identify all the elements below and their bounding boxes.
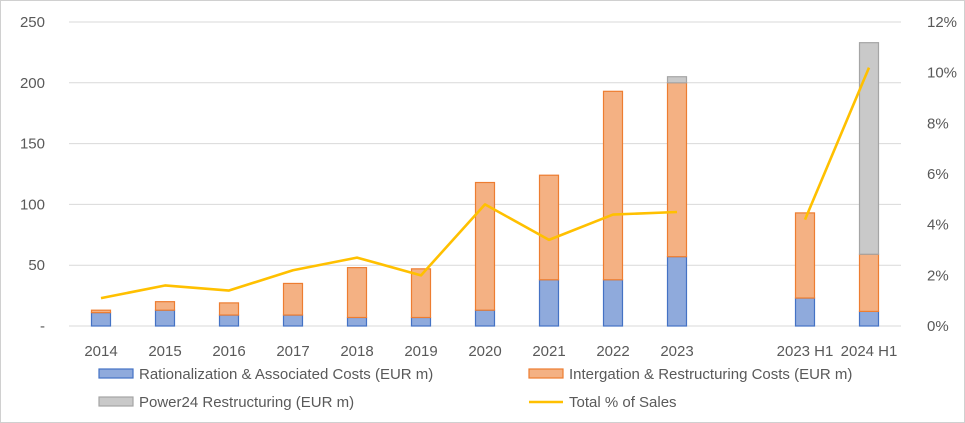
legend-swatch <box>98 368 134 379</box>
y-right-tick-label: 8% <box>927 115 949 132</box>
bar-segment <box>794 212 816 299</box>
bar-segment <box>346 267 368 319</box>
legend-swatch <box>98 396 134 407</box>
bar-segment <box>346 316 368 327</box>
y-left-tick-label: 250 <box>20 14 45 31</box>
bar-segment <box>218 302 240 316</box>
y-left-tick-label: 150 <box>20 136 45 153</box>
y-right-tick-label: 10% <box>927 65 957 82</box>
line-series-total-pct <box>100 67 871 300</box>
bar-segment <box>858 253 880 313</box>
bar-segment <box>602 90 624 281</box>
bar-segment <box>538 279 560 327</box>
bar-segment <box>538 174 560 281</box>
y-left-tick-label: - <box>40 318 45 335</box>
x-tick-label: 2017 <box>276 343 309 360</box>
bar-segment <box>474 181 496 311</box>
bar-segment <box>602 279 624 327</box>
bar-segment <box>154 309 176 327</box>
legend-label: Rationalization & Associated Costs (EUR … <box>139 366 433 383</box>
legend-label: Power24 Restructuring (EUR m) <box>139 394 354 411</box>
y-left-tick-label: 100 <box>20 196 45 213</box>
bar-segment <box>666 256 688 327</box>
bar-segment <box>666 76 688 84</box>
bar-segment <box>474 309 496 327</box>
bar-segment <box>282 314 304 327</box>
x-tick-label: 2024 H1 <box>841 343 898 360</box>
y-left-tick-label: 50 <box>28 257 45 274</box>
bar-segment <box>666 82 688 258</box>
bar-segment <box>90 309 112 314</box>
y-right-tick-label: 6% <box>927 166 949 183</box>
bar-segment <box>858 310 880 327</box>
bar-segment <box>282 282 304 316</box>
y-right-tick-label: 12% <box>927 14 957 31</box>
x-tick-label: 2016 <box>212 343 245 360</box>
y-right-tick-label: 0% <box>927 318 949 335</box>
x-tick-label: 2022 <box>596 343 629 360</box>
legend-label: Total % of Sales <box>569 394 677 411</box>
x-tick-label: 2023 H1 <box>777 343 834 360</box>
bar-segment <box>858 42 880 255</box>
legend-swatch <box>528 368 564 379</box>
bar-segment <box>410 268 432 319</box>
x-tick-label: 2021 <box>532 343 565 360</box>
y-left-tick-label: 200 <box>20 75 45 92</box>
x-tick-label: 2018 <box>340 343 373 360</box>
x-tick-label: 2014 <box>84 343 117 360</box>
bar-segment <box>154 301 176 311</box>
x-tick-label: 2020 <box>468 343 501 360</box>
bar-segment <box>410 316 432 327</box>
bar-segment <box>218 314 240 327</box>
x-tick-label: 2015 <box>148 343 181 360</box>
bar-segment <box>90 312 112 327</box>
bar-segment <box>794 297 816 327</box>
y-right-tick-label: 2% <box>927 267 949 284</box>
legend-label: Intergation & Restructuring Costs (EUR m… <box>569 366 852 383</box>
x-tick-label: 2023 <box>660 343 693 360</box>
y-right-tick-label: 4% <box>927 217 949 234</box>
x-tick-label: 2019 <box>404 343 437 360</box>
